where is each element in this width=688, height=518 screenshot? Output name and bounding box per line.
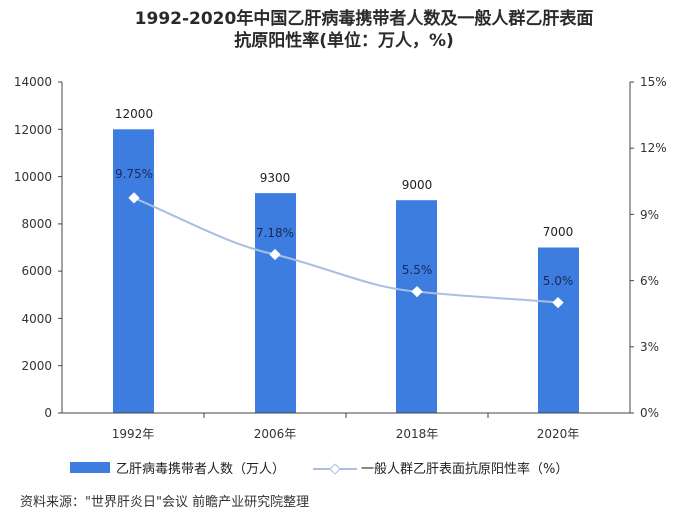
chart-legend: 乙肝病毒携带者人数（万人） 一般人群乙肝表面抗原阳性率（%） xyxy=(70,458,596,477)
rate-value-label: 5.0% xyxy=(543,274,574,288)
bar-value-label: 9300 xyxy=(260,171,291,185)
left-axis xyxy=(58,81,63,414)
legend-item-rate: 一般人群乙肝表面抗原阳性率（%） xyxy=(313,458,568,477)
bar-series xyxy=(113,129,579,414)
bar-value-labels: 12000 9300 9000 7000 xyxy=(115,107,573,239)
bar-2018 xyxy=(396,200,437,413)
source-note: 资料来源："世界肝炎日"会议 前瞻产业研究院整理 xyxy=(20,495,310,510)
bar-value-label: 12000 xyxy=(115,107,153,121)
rate-markers xyxy=(128,192,564,309)
rate-marker xyxy=(269,248,281,261)
right-tick-label: 6% xyxy=(640,274,659,288)
left-tick-label: 6000 xyxy=(21,264,52,278)
x-axis-labels: 1992年 2006年 2018年 2020年 xyxy=(112,427,580,441)
left-tick-label: 14000 xyxy=(14,75,52,89)
bar-value-label: 7000 xyxy=(543,225,574,239)
legend-item-carriers: 乙肝病毒携带者人数（万人） xyxy=(70,458,285,477)
bar-1992 xyxy=(113,129,154,414)
legend-label: 一般人群乙肝表面抗原阳性率（%） xyxy=(361,462,569,477)
left-tick-label: 10000 xyxy=(14,170,52,184)
bar-swatch-icon xyxy=(70,462,110,473)
rate-marker xyxy=(411,285,423,298)
x-tick-label: 1992年 xyxy=(112,427,155,441)
x-tick-label: 2006年 xyxy=(254,427,297,441)
right-tick-label: 12% xyxy=(640,141,667,155)
rate-value-label: 9.75% xyxy=(115,167,153,181)
rate-marker xyxy=(128,192,140,204)
chart-title-line-2: 抗原阳性率(单位：万人，%) xyxy=(234,31,454,51)
x-tick-label: 2018年 xyxy=(396,427,439,441)
rate-line xyxy=(133,196,559,304)
left-tick-label: 12000 xyxy=(14,123,52,137)
x-axis xyxy=(62,412,630,418)
rate-value-label: 5.5% xyxy=(402,263,433,277)
chart-title-line-1: 1992-2020年中国乙肝病毒携带者人数及一般人群乙肝表面 xyxy=(134,9,594,29)
right-axis-labels: 0% 3% 6% 9% 12% 15% xyxy=(640,75,667,420)
right-axis xyxy=(629,81,634,414)
left-tick-label: 8000 xyxy=(21,217,52,231)
line-swatch-icon xyxy=(313,462,358,474)
left-tick-label: 0 xyxy=(44,406,52,420)
left-tick-label: 2000 xyxy=(21,359,52,373)
right-tick-label: 15% xyxy=(640,75,667,89)
right-tick-label: 9% xyxy=(640,208,659,222)
chart-title: 1992-2020年中国乙肝病毒携带者人数及一般人群乙肝表面 抗原阳性率(单位：… xyxy=(0,8,688,52)
rate-value-labels: 9.75% 7.18% 5.5% 5.0% xyxy=(115,167,573,288)
left-tick-label: 4000 xyxy=(21,312,52,326)
left-axis-labels: 0 2000 4000 6000 8000 10000 12000 14000 xyxy=(14,75,52,420)
bar-2020 xyxy=(538,247,579,413)
right-tick-label: 3% xyxy=(640,340,659,354)
bar-value-label: 9000 xyxy=(402,178,433,192)
legend-label: 乙肝病毒携带者人数（万人） xyxy=(116,462,286,477)
x-tick-label: 2020年 xyxy=(537,427,580,441)
bar-2006 xyxy=(255,193,296,413)
rate-value-label: 7.18% xyxy=(256,226,294,240)
right-tick-label: 0% xyxy=(640,406,659,420)
rate-marker xyxy=(552,296,564,309)
